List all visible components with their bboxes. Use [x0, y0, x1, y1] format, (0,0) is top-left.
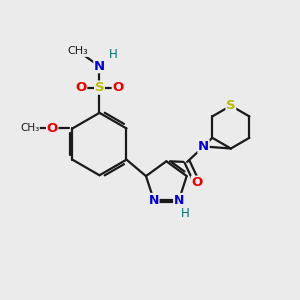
Text: CH₃: CH₃ [68, 46, 88, 56]
Text: O: O [75, 81, 87, 94]
Text: S: S [226, 99, 236, 112]
Text: S: S [95, 81, 104, 94]
Text: N: N [174, 194, 184, 206]
Text: N: N [94, 60, 105, 73]
Text: N: N [148, 194, 159, 206]
Text: O: O [112, 81, 124, 94]
Text: H: H [109, 48, 117, 62]
Text: O: O [46, 122, 58, 135]
Text: N: N [198, 140, 209, 153]
Text: H: H [181, 208, 189, 220]
Text: O: O [191, 176, 203, 189]
Text: CH₃: CH₃ [20, 124, 39, 134]
